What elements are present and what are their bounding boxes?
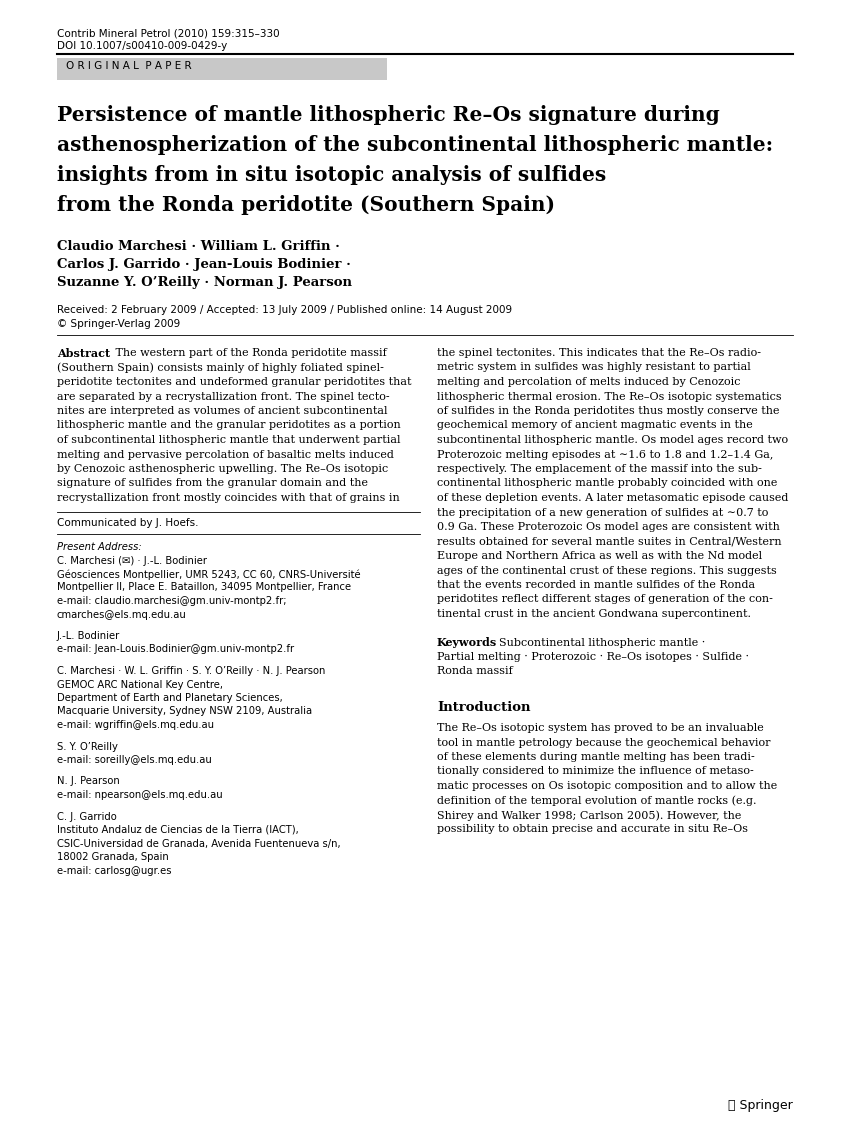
Text: continental lithospheric mantle probably coincided with one: continental lithospheric mantle probably… (437, 479, 778, 489)
Text: Europe and Northern Africa as well as with the Nd model: Europe and Northern Africa as well as wi… (437, 551, 762, 561)
Text: geochemical memory of ancient magmatic events in the: geochemical memory of ancient magmatic e… (437, 420, 753, 430)
Text: tionally considered to minimize the influence of metaso-: tionally considered to minimize the infl… (437, 767, 754, 777)
Text: of these depletion events. A later metasomatic episode caused: of these depletion events. A later metas… (437, 493, 788, 504)
Text: ages of the continental crust of these regions. This suggests: ages of the continental crust of these r… (437, 566, 777, 576)
Text: of subcontinental lithospheric mantle that underwent partial: of subcontinental lithospheric mantle th… (57, 435, 400, 445)
Text: lithospheric mantle and the granular peridotites as a portion: lithospheric mantle and the granular per… (57, 420, 400, 430)
Text: The Re–Os isotopic system has proved to be an invaluable: The Re–Os isotopic system has proved to … (437, 723, 764, 733)
Text: results obtained for several mantle suites in Central/Western: results obtained for several mantle suit… (437, 536, 782, 546)
Text: Géosciences Montpellier, UMR 5243, CC 60, CNRS-Université: Géosciences Montpellier, UMR 5243, CC 60… (57, 569, 360, 579)
Text: asthenospherization of the subcontinental lithospheric mantle:: asthenospherization of the subcontinenta… (57, 135, 774, 155)
Text: Persistence of mantle lithospheric Re–Os signature during: Persistence of mantle lithospheric Re–Os… (57, 105, 720, 125)
Text: Introduction: Introduction (437, 701, 530, 714)
Text: ⑂ Springer: ⑂ Springer (728, 1099, 793, 1112)
Text: peridotite tectonites and undeformed granular peridotites that: peridotite tectonites and undeformed gra… (57, 377, 411, 387)
Text: C. Marchesi · W. L. Griffin · S. Y. O’Reilly · N. J. Pearson: C. Marchesi · W. L. Griffin · S. Y. O’Re… (57, 666, 326, 676)
Bar (57, 58, 387, 80)
Text: metric system in sulfides was highly resistant to partial: metric system in sulfides was highly res… (437, 362, 751, 373)
Text: Suzanne Y. O’Reilly · Norman J. Pearson: Suzanne Y. O’Reilly · Norman J. Pearson (57, 275, 352, 289)
Text: nites are interpreted as volumes of ancient subcontinental: nites are interpreted as volumes of anci… (57, 406, 388, 415)
Text: matic processes on Os isotopic composition and to allow the: matic processes on Os isotopic compositi… (437, 781, 777, 791)
Text: of these elements during mantle melting has been tradi-: of these elements during mantle melting … (437, 752, 755, 762)
Text: e-mail: claudio.marchesi@gm.univ-montp2.fr;: e-mail: claudio.marchesi@gm.univ-montp2.… (57, 596, 286, 606)
Text: 0.9 Ga. These Proterozoic Os model ages are consistent with: 0.9 Ga. These Proterozoic Os model ages … (437, 522, 779, 532)
Text: Keywords: Keywords (437, 638, 497, 648)
Text: (Southern Spain) consists mainly of highly foliated spinel-: (Southern Spain) consists mainly of high… (57, 362, 384, 373)
Text: lithospheric thermal erosion. The Re–Os isotopic systematics: lithospheric thermal erosion. The Re–Os … (437, 392, 782, 402)
Text: subcontinental lithospheric mantle. Os model ages record two: subcontinental lithospheric mantle. Os m… (437, 435, 788, 445)
Text: CSIC-Universidad de Granada, Avenida Fuentenueva s/n,: CSIC-Universidad de Granada, Avenida Fue… (57, 839, 341, 849)
Text: tool in mantle petrology because the geochemical behavior: tool in mantle petrology because the geo… (437, 737, 770, 747)
Text: recrystallization front mostly coincides with that of grains in: recrystallization front mostly coincides… (57, 493, 399, 504)
Text: Department of Earth and Planetary Sciences,: Department of Earth and Planetary Scienc… (57, 693, 283, 703)
Text: © Springer-Verlag 2009: © Springer-Verlag 2009 (57, 320, 180, 329)
Text: Received: 2 February 2009 / Accepted: 13 July 2009 / Published online: 14 August: Received: 2 February 2009 / Accepted: 13… (57, 305, 512, 315)
Text: C. Marchesi (✉) · J.-L. Bodinier: C. Marchesi (✉) · J.-L. Bodinier (57, 555, 207, 566)
Text: melting and percolation of melts induced by Cenozoic: melting and percolation of melts induced… (437, 377, 740, 387)
Text: insights from in situ isotopic analysis of sulfides: insights from in situ isotopic analysis … (57, 165, 606, 185)
Text: the precipitation of a new generation of sulfides at ∼0.7 to: the precipitation of a new generation of… (437, 508, 768, 517)
Text: Proterozoic melting episodes at ∼1.6 to 1.8 and 1.2–1.4 Ga,: Proterozoic melting episodes at ∼1.6 to … (437, 449, 774, 460)
Text: C. J. Garrido: C. J. Garrido (57, 812, 116, 822)
Text: are separated by a recrystallization front. The spinel tecto-: are separated by a recrystallization fro… (57, 392, 389, 402)
Text: signature of sulfides from the granular domain and the: signature of sulfides from the granular … (57, 479, 368, 489)
Text: respectively. The emplacement of the massif into the sub-: respectively. The emplacement of the mas… (437, 464, 762, 474)
Text: from the Ronda peridotite (Southern Spain): from the Ronda peridotite (Southern Spai… (57, 195, 555, 215)
Text: Montpellier II, Place E. Bataillon, 34095 Montpellier, France: Montpellier II, Place E. Bataillon, 3409… (57, 583, 351, 593)
Text: Ronda massif: Ronda massif (437, 666, 513, 676)
Text: Abstract: Abstract (57, 348, 110, 359)
Text: 18002 Granada, Spain: 18002 Granada, Spain (57, 852, 169, 863)
Text: e-mail: Jean-Louis.Bodinier@gm.univ-montp2.fr: e-mail: Jean-Louis.Bodinier@gm.univ-mont… (57, 645, 294, 655)
Text: Claudio Marchesi · William L. Griffin ·: Claudio Marchesi · William L. Griffin · (57, 240, 340, 253)
Text: melting and pervasive percolation of basaltic melts induced: melting and pervasive percolation of bas… (57, 449, 394, 460)
Text: GEMOC ARC National Key Centre,: GEMOC ARC National Key Centre, (57, 680, 223, 690)
Text: S. Y. O’Reilly: S. Y. O’Reilly (57, 742, 118, 752)
Text: Shirey and Walker 1998; Carlson 2005). However, the: Shirey and Walker 1998; Carlson 2005). H… (437, 809, 741, 821)
Text: the spinel tectonites. This indicates that the Re–Os radio-: the spinel tectonites. This indicates th… (437, 348, 761, 358)
Text: Partial melting · Proterozoic · Re–Os isotopes · Sulfide ·: Partial melting · Proterozoic · Re–Os is… (437, 653, 749, 662)
Text: O R I G I N A L  P A P E R: O R I G I N A L P A P E R (66, 61, 191, 71)
Text: cmarches@els.mq.edu.au: cmarches@els.mq.edu.au (57, 610, 187, 620)
Text: e-mail: npearson@els.mq.edu.au: e-mail: npearson@els.mq.edu.au (57, 790, 223, 800)
Text: that the events recorded in mantle sulfides of the Ronda: that the events recorded in mantle sulfi… (437, 580, 755, 590)
Text: J.-L. Bodinier: J.-L. Bodinier (57, 631, 120, 641)
Text: Communicated by J. Hoefs.: Communicated by J. Hoefs. (57, 518, 199, 528)
Text: definition of the temporal evolution of mantle rocks (e.g.: definition of the temporal evolution of … (437, 796, 756, 806)
Text: e-mail: soreilly@els.mq.edu.au: e-mail: soreilly@els.mq.edu.au (57, 755, 212, 765)
Text: e-mail: carlosg@ugr.es: e-mail: carlosg@ugr.es (57, 866, 172, 875)
Text: of sulfides in the Ronda peridotites thus mostly conserve the: of sulfides in the Ronda peridotites thu… (437, 406, 779, 415)
Text: Instituto Andaluz de Ciencias de la Tierra (IACT),: Instituto Andaluz de Ciencias de la Tier… (57, 825, 298, 835)
Text: by Cenozoic asthenospheric upwelling. The Re–Os isotopic: by Cenozoic asthenospheric upwelling. Th… (57, 464, 388, 474)
Text: The western part of the Ronda peridotite massif: The western part of the Ronda peridotite… (105, 348, 387, 358)
Text: Macquarie University, Sydney NSW 2109, Australia: Macquarie University, Sydney NSW 2109, A… (57, 707, 312, 717)
Text: Contrib Mineral Petrol (2010) 159:315–330: Contrib Mineral Petrol (2010) 159:315–33… (57, 28, 280, 38)
Text: Subcontinental lithospheric mantle ·: Subcontinental lithospheric mantle · (492, 638, 706, 648)
Text: peridotites reflect different stages of generation of the con-: peridotites reflect different stages of … (437, 595, 773, 604)
Text: possibility to obtain precise and accurate in situ Re–Os: possibility to obtain precise and accura… (437, 824, 748, 834)
Text: tinental crust in the ancient Gondwana supercontinent.: tinental crust in the ancient Gondwana s… (437, 609, 751, 619)
Text: Present Address:: Present Address: (57, 542, 142, 552)
Text: e-mail: wgriffin@els.mq.edu.au: e-mail: wgriffin@els.mq.edu.au (57, 720, 214, 730)
Text: N. J. Pearson: N. J. Pearson (57, 777, 120, 787)
Text: DOI 10.1007/s00410-009-0429-y: DOI 10.1007/s00410-009-0429-y (57, 41, 227, 51)
Text: Carlos J. Garrido · Jean-Louis Bodinier ·: Carlos J. Garrido · Jean-Louis Bodinier … (57, 259, 351, 271)
